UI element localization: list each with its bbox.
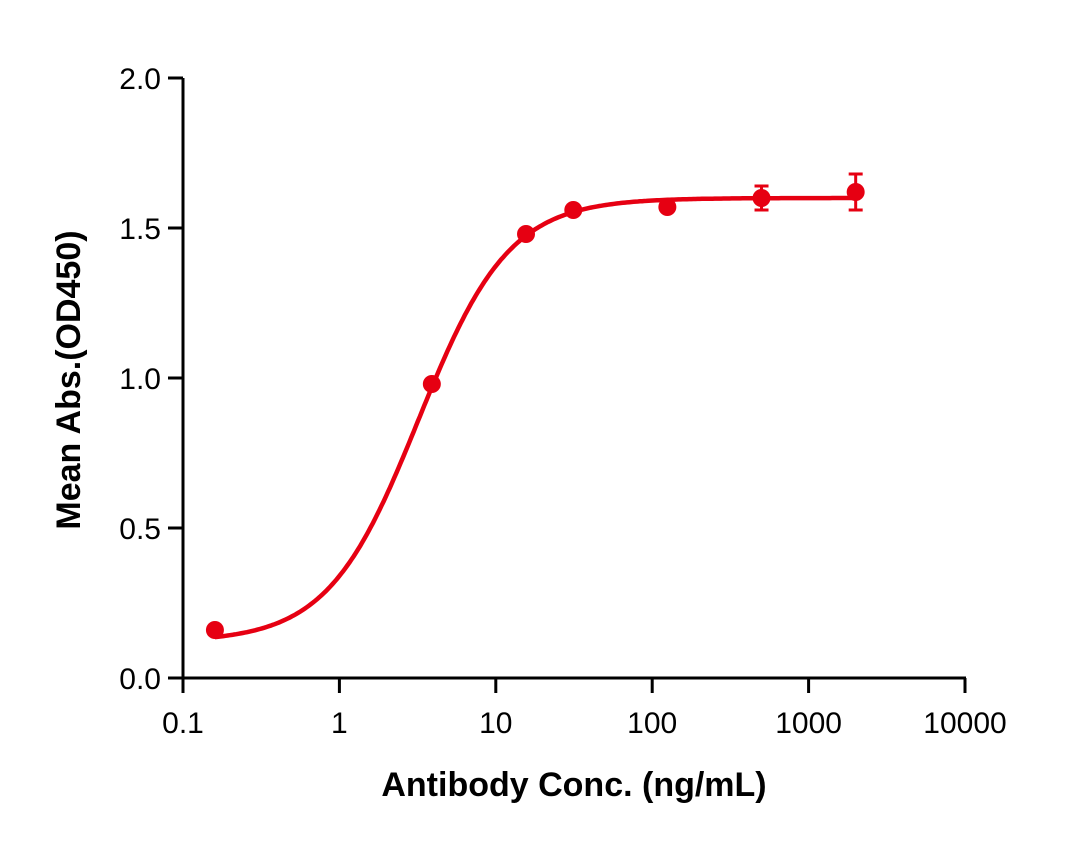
x-tick-label: 10 — [479, 707, 512, 740]
data-point — [517, 225, 536, 243]
y-tick-label: 0.5 — [119, 513, 161, 546]
data-point — [658, 198, 677, 216]
y-tick-label: 0.0 — [119, 663, 161, 696]
x-tick-label: 100 — [627, 707, 677, 740]
y-tick-label: 1.0 — [119, 363, 161, 396]
x-tick-label: 10000 — [923, 707, 1006, 740]
fit-curve — [214, 195, 856, 640]
x-tick-label: 1 — [331, 707, 348, 740]
data-point — [564, 201, 583, 219]
data-point — [422, 375, 441, 393]
x-tick-label: 1000 — [775, 707, 842, 740]
data-point — [752, 189, 771, 207]
y-tick-label: 2.0 — [119, 63, 161, 96]
x-tick-label: 0.1 — [162, 707, 204, 740]
data-points — [205, 172, 865, 639]
data-point — [205, 621, 224, 639]
y-axis-title: Mean Abs.(OD450) — [50, 230, 88, 529]
data-point — [846, 183, 865, 201]
axes: 0.0 0.5 1.0 1.5 2.0 0.1 1 10 100 1000 10000 — [119, 63, 1006, 740]
x-axis-title: Antibody Conc. (ng/mL) — [381, 766, 766, 804]
y-tick-label: 1.5 — [119, 213, 161, 246]
fit-line — [214, 195, 856, 640]
